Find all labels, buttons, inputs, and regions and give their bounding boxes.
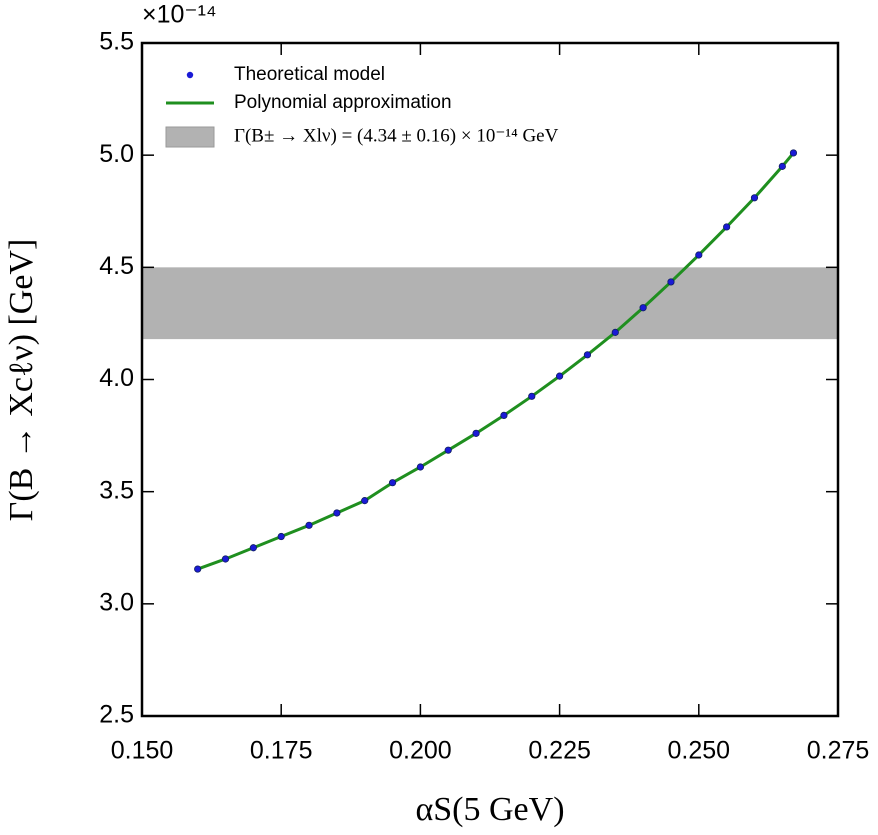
point <box>750 194 759 202</box>
point <box>333 509 341 517</box>
point <box>528 392 536 400</box>
y-axis-label: Γ(B → Xcℓν) [GeV] <box>3 239 40 522</box>
point <box>361 497 369 505</box>
point <box>639 304 647 312</box>
legend-label: Polynomial approximation <box>234 92 452 113</box>
point <box>444 446 452 454</box>
y-tick-label: 5.5 <box>99 28 134 56</box>
y-tick-label: 2.5 <box>99 701 134 729</box>
y-tick-label: 5.0 <box>99 140 134 168</box>
point <box>667 278 675 286</box>
legend-marker <box>165 126 215 148</box>
point <box>221 555 230 563</box>
x-tick-label: 0.175 <box>250 737 313 765</box>
x-axis-label: αS(5 GeV) <box>415 791 564 828</box>
band <box>142 267 838 340</box>
point <box>723 223 731 231</box>
point <box>416 463 424 471</box>
point <box>778 162 786 170</box>
x-tick-label: 0.200 <box>389 737 452 765</box>
x-tick-label: 0.250 <box>668 737 731 765</box>
y-tick-label: 4.5 <box>99 252 134 280</box>
x-tick-label: 0.225 <box>528 737 591 765</box>
point <box>194 565 202 573</box>
point <box>388 479 397 487</box>
point <box>305 521 313 529</box>
point <box>472 429 480 437</box>
point <box>695 251 703 259</box>
x-tick-label: 0.150 <box>111 737 174 765</box>
axis-multiplier: ×10⁻¹⁴ <box>142 1 217 29</box>
y-tick-label: 3.0 <box>99 588 134 616</box>
y-tick-label: 3.5 <box>99 476 134 504</box>
plot-frame <box>140 41 840 718</box>
point <box>611 328 619 336</box>
point <box>555 372 564 380</box>
point <box>583 351 592 359</box>
legend-marker <box>186 71 194 79</box>
point <box>789 149 798 157</box>
point <box>277 532 285 541</box>
curve <box>197 151 795 571</box>
point <box>500 411 508 419</box>
y-tick-label: 4.0 <box>99 364 134 392</box>
legend-label: Theoretical model <box>234 64 385 85</box>
x-tick-label: 0.275 <box>807 737 870 765</box>
point <box>249 544 257 552</box>
legend-label: Γ(B± → Xlν) = (4.34 ± 0.16) × 10⁻¹⁴ GeV <box>234 125 559 146</box>
